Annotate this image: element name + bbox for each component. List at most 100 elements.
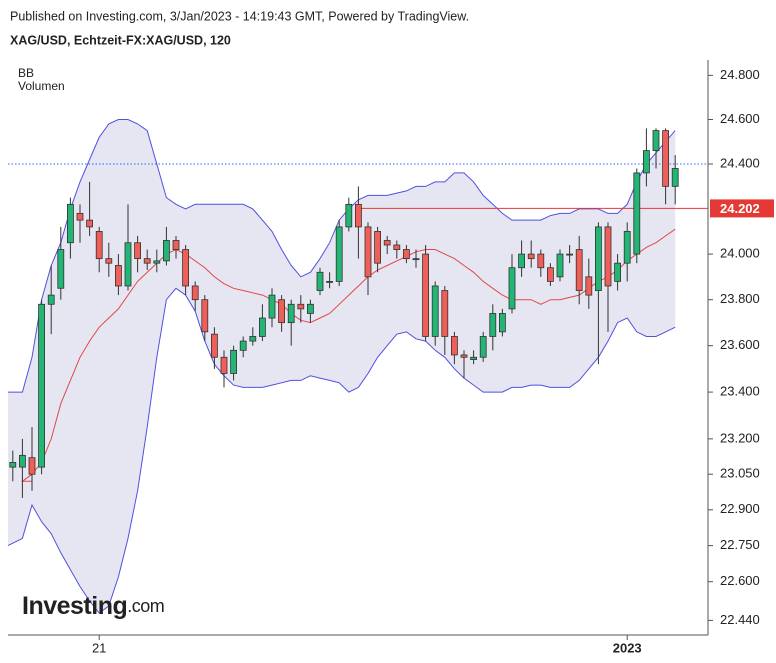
candle-body	[623, 231, 631, 264]
indicator: BB	[18, 66, 34, 80]
bb-middle	[20, 228, 676, 482]
candle-body	[614, 262, 621, 282]
logo-suffix: .com	[127, 596, 164, 616]
plot-area	[7, 119, 708, 614]
candle-body	[258, 317, 266, 337]
candle-body	[470, 356, 478, 360]
candle-body	[402, 249, 410, 260]
candle-body	[498, 313, 506, 333]
candle-body	[556, 253, 564, 278]
candle-body	[278, 299, 286, 324]
bb-upper	[8, 119, 676, 393]
candle-body	[364, 226, 372, 278]
candle-body	[354, 203, 362, 228]
candle-body	[76, 212, 84, 221]
indicator: Volumen	[18, 79, 65, 93]
candle-body	[335, 226, 343, 282]
candle-body	[566, 253, 573, 256]
candle-body	[585, 276, 593, 296]
candle-body	[460, 354, 468, 358]
candle-body	[86, 219, 93, 228]
y-tick-label: 22.900	[720, 501, 760, 516]
x-tick-label: 2023	[613, 640, 642, 655]
candle-body	[210, 333, 218, 358]
candle-body	[662, 130, 669, 187]
bb-lower	[7, 287, 676, 614]
candle-body	[604, 226, 612, 287]
candle-body	[134, 242, 142, 260]
candle-body	[441, 290, 449, 337]
y-tick-label: 23.400	[720, 384, 760, 399]
candle-body	[652, 130, 660, 152]
y-tick-label: 22.440	[720, 612, 760, 627]
candle-body	[28, 457, 36, 475]
logo-name: Investing	[22, 592, 127, 620]
y-tick-label: 24.800	[720, 67, 760, 82]
y-tick-label: 22.600	[720, 573, 760, 588]
candle-body	[374, 231, 382, 264]
price-label: 24.202	[720, 201, 760, 216]
y-tick-label: 23.050	[720, 466, 760, 481]
y-tick-label: 24.600	[720, 111, 760, 126]
candle-body	[595, 226, 602, 291]
candle-body	[67, 203, 74, 244]
candle-body	[489, 313, 497, 337]
candle-body	[95, 231, 103, 260]
candle-body	[450, 336, 458, 356]
candle-body	[115, 265, 122, 287]
candle-body	[297, 303, 305, 310]
candle-body	[643, 150, 650, 174]
candle-body	[671, 168, 679, 187]
y-tick-label: 23.600	[720, 337, 760, 352]
candle-body	[162, 240, 170, 262]
candle-body	[153, 260, 161, 264]
candle-body	[393, 244, 401, 250]
candle-body	[230, 349, 238, 374]
candle-body	[143, 258, 151, 264]
candle-body	[383, 240, 391, 246]
candle-body	[547, 267, 554, 282]
y-tick-label: 23.800	[720, 291, 760, 306]
candle-body	[220, 356, 228, 374]
y-tick-label: 24.000	[720, 246, 760, 261]
candle-body	[249, 336, 257, 342]
candle-body	[508, 267, 516, 310]
candle-body	[57, 249, 65, 289]
y-tick-label: 22.750	[720, 537, 760, 552]
candle-body	[527, 253, 535, 260]
candle-body	[345, 203, 353, 228]
candle-body	[306, 303, 314, 314]
candle-body	[38, 303, 45, 468]
candle-body	[575, 249, 583, 291]
candle-body	[326, 281, 334, 283]
candle-body	[201, 299, 209, 333]
header: Published on Investing.com, 3/Jan/2023 -…	[10, 9, 469, 23]
candle-body	[479, 336, 487, 358]
candle-body	[239, 340, 247, 351]
candle-body	[47, 294, 55, 305]
candle-body	[422, 253, 430, 337]
candle-body	[124, 242, 132, 287]
candle-body	[172, 240, 180, 250]
candle-body	[9, 462, 17, 468]
logo: Investing.com	[22, 592, 164, 620]
candle-body	[431, 285, 439, 337]
candle-body	[182, 249, 190, 287]
candle-body	[287, 303, 295, 324]
candle-body	[518, 253, 525, 269]
candle-body	[105, 258, 113, 264]
candle-body	[18, 454, 26, 468]
candle-body	[633, 172, 641, 255]
y-tick-label: 24.400	[720, 155, 760, 170]
band-fill	[8, 119, 676, 614]
candle-body	[191, 285, 199, 301]
title: XAG/USD, Echtzeit-FX:XAG/USD, 120	[10, 33, 231, 47]
price-label-box	[710, 199, 774, 218]
candle-body	[316, 271, 324, 291]
y-tick-label: 23.200	[720, 430, 760, 445]
candle-body	[268, 294, 276, 319]
candle-body	[412, 258, 420, 261]
x-tick-label: 21	[92, 640, 106, 655]
